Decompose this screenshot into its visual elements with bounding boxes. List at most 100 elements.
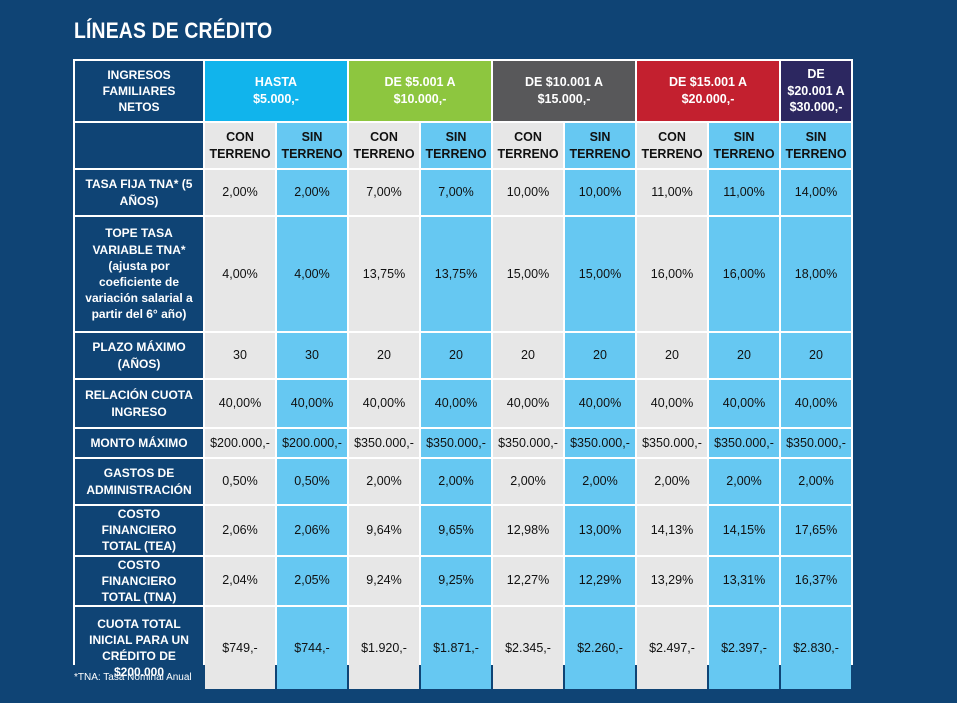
table-cell: 20: [781, 333, 851, 378]
table-cell: 16,00%: [709, 217, 779, 331]
table-cell: 2,06%: [277, 506, 347, 555]
table-cell: $2.830,-: [781, 607, 851, 690]
table-cell: 13,31%: [709, 556, 779, 606]
table-cell: $350.000,-: [349, 429, 419, 457]
table-cell: 40,00%: [421, 380, 491, 427]
table-row: COSTO FINANCIERO TOTAL (TEA) 2,06% 2,06% 9,…: [75, 506, 851, 555]
table-row: COSTO FINANCIERO TOTAL (TNA) 2,04% 2,05% 9,…: [75, 556, 851, 606]
table-cell: 13,75%: [349, 217, 419, 331]
row-label: TOPE TASA VARIABLE TNA* (ajusta por coef…: [75, 217, 203, 331]
table-row: TASA FIJA TNA* (5 AÑOS) 2,00% 2,00% 7,00% 7,…: [75, 170, 851, 215]
row-label: PLAZO MÁXIMO (AÑOS): [75, 333, 203, 378]
table-cell: 0,50%: [277, 459, 347, 504]
land-option-header: CON TERRENO: [205, 123, 275, 168]
table-cell: 2,00%: [349, 459, 419, 504]
table-cell: 40,00%: [493, 380, 563, 427]
table-cell: $2.497,-: [637, 607, 707, 690]
table-cell: 30: [205, 333, 275, 378]
credit-lines-table: INGRESOS FAMILIARES NETOS HASTA $5.000,- D…: [73, 59, 853, 691]
land-option-header: CON TERRENO: [637, 123, 707, 168]
table-cell: $1.920,-: [349, 607, 419, 690]
table-cell: 13,75%: [421, 217, 491, 331]
table-cell: $350.000,-: [421, 429, 491, 457]
table-cell: $2.397,-: [709, 607, 779, 690]
table-row: PLAZO MÁXIMO (AÑOS) 30 30 20 20 20 20 20 20 20: [75, 333, 851, 378]
table-cell: 7,00%: [421, 170, 491, 215]
row-label: CUOTA TOTAL INICIAL PARA UN CRÉDITO DE $…: [75, 607, 203, 690]
table-cell: $350.000,-: [709, 429, 779, 457]
table-cell: 40,00%: [565, 380, 635, 427]
table-cell: 9,25%: [421, 556, 491, 606]
table-cell: 2,04%: [205, 556, 275, 606]
row-label: COSTO FINANCIERO TOTAL (TNA): [75, 556, 203, 606]
table-row: TOPE TASA VARIABLE TNA* (ajusta por coef…: [75, 217, 851, 331]
table-cell: 2,00%: [205, 170, 275, 215]
table-cell: 12,29%: [565, 556, 635, 606]
land-option-header: SIN TERRENO: [781, 123, 851, 168]
row-label: MONTO MÁXIMO: [75, 429, 203, 457]
income-group-header: DE $20.001 A $30.000,-: [781, 61, 851, 121]
table-cell: 40,00%: [709, 380, 779, 427]
table-cell: $200.000,-: [205, 429, 275, 457]
row-label: COSTO FINANCIERO TOTAL (TEA): [75, 506, 203, 555]
table-cell: 2,00%: [781, 459, 851, 504]
table-cell: 17,65%: [781, 506, 851, 555]
table-cell: 20: [349, 333, 419, 378]
row-label-header: INGRESOS FAMILIARES NETOS: [75, 61, 203, 121]
table-row: MONTO MÁXIMO $200.000,- $200.000,- $350.000…: [75, 429, 851, 457]
row-label: GASTOS DE ADMINISTRACIÓN: [75, 459, 203, 504]
table-cell: 9,24%: [349, 556, 419, 606]
table-cell: 20: [565, 333, 635, 378]
table-cell: 20: [421, 333, 491, 378]
row-label: TASA FIJA TNA* (5 AÑOS): [75, 170, 203, 215]
table-cell: 4,00%: [205, 217, 275, 331]
table-cell: 12,98%: [493, 506, 563, 555]
table-cell: 2,00%: [493, 459, 563, 504]
table-cell: 13,00%: [565, 506, 635, 555]
income-group-header: DE $15.001 A $20.000,-: [637, 61, 779, 121]
table-cell: 2,00%: [565, 459, 635, 504]
credit-lines-table-container: INGRESOS FAMILIARES NETOS HASTA $5.000,- D…: [73, 59, 853, 690]
header-row: INGRESOS FAMILIARES NETOS HASTA $5.000,- D…: [75, 61, 851, 121]
table-cell: 2,00%: [637, 459, 707, 504]
table-cell: $744,-: [277, 607, 347, 690]
land-option-header: SIN TERRENO: [277, 123, 347, 168]
table-cell: $2.345,-: [493, 607, 563, 690]
table-cell: $2.260,-: [565, 607, 635, 690]
table-cell: $350.000,-: [781, 429, 851, 457]
table-cell: 15,00%: [493, 217, 563, 331]
land-option-header: SIN TERRENO: [421, 123, 491, 168]
table-cell: 14,00%: [781, 170, 851, 215]
table-cell: $350.000,-: [493, 429, 563, 457]
table-cell: 40,00%: [349, 380, 419, 427]
table-cell: 30: [277, 333, 347, 378]
table-cell: 11,00%: [709, 170, 779, 215]
table-cell: 9,64%: [349, 506, 419, 555]
income-group-header: DE $5.001 A $10.000,-: [349, 61, 491, 121]
income-group-header: HASTA $5.000,-: [205, 61, 347, 121]
table-row: CUOTA TOTAL INICIAL PARA UN CRÉDITO DE $…: [75, 607, 851, 690]
table-cell: 14,13%: [637, 506, 707, 555]
land-option-header: CON TERRENO: [349, 123, 419, 168]
table-cell: 13,29%: [637, 556, 707, 606]
land-option-header: CON TERRENO: [493, 123, 563, 168]
table-cell: 2,00%: [277, 170, 347, 215]
table-cell: 10,00%: [565, 170, 635, 215]
page-title: LÍNEAS DE CRÉDITO: [74, 18, 273, 43]
table-cell: 10,00%: [493, 170, 563, 215]
land-option-header: SIN TERRENO: [709, 123, 779, 168]
table-cell: 2,00%: [421, 459, 491, 504]
table-cell: $200.000,-: [277, 429, 347, 457]
table-cell: $350.000,-: [637, 429, 707, 457]
table-row: RELACIÓN CUOTA INGRESO 40,00% 40,00% 40,00%…: [75, 380, 851, 427]
table-cell: 40,00%: [781, 380, 851, 427]
income-group-header: DE $10.001 A $15.000,-: [493, 61, 635, 121]
table-cell: 18,00%: [781, 217, 851, 331]
table-cell: 16,37%: [781, 556, 851, 606]
table-cell: 20: [637, 333, 707, 378]
land-option-header: SIN TERRENO: [565, 123, 635, 168]
footnote: *TNA: Tasa Nominal Anual: [74, 672, 192, 683]
table-cell: 40,00%: [277, 380, 347, 427]
table-cell: 15,00%: [565, 217, 635, 331]
table-cell: 2,06%: [205, 506, 275, 555]
